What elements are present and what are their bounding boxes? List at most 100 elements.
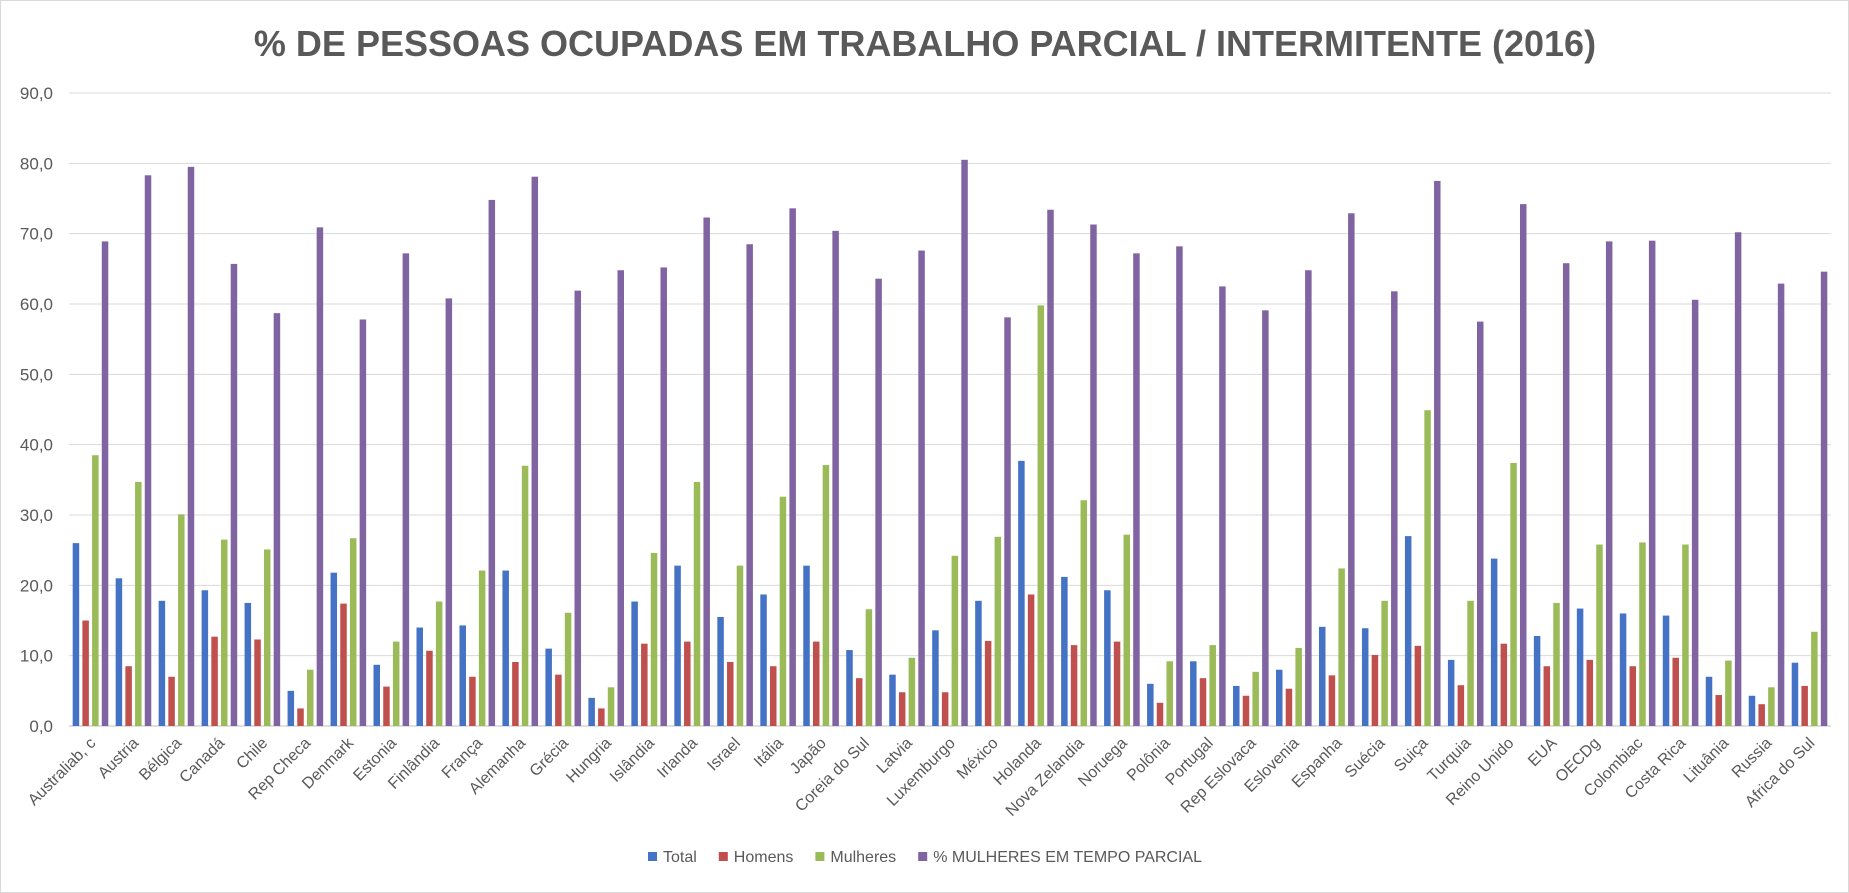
bar-homens [1328, 675, 1336, 726]
legend-label: Homens [734, 849, 794, 866]
bar-mulheres-em-tempo-parcial [1391, 291, 1398, 726]
bar-mulheres-em-tempo-parcial [832, 230, 839, 726]
x-tick-label: Australiab, c [25, 735, 99, 809]
bar-homens [469, 676, 476, 726]
bar-mulheres [306, 669, 314, 726]
bar-mulheres [1596, 544, 1603, 726]
y-tick-label: 50,0 [20, 365, 53, 384]
bar-mulheres-em-tempo-parcial [359, 319, 367, 726]
bar-mulheres-em-tempo-parcial [230, 263, 238, 726]
bar-homens [1285, 688, 1293, 726]
bar-mulheres [994, 536, 1002, 726]
bar-mulheres [779, 496, 787, 726]
bar-total [330, 572, 338, 726]
bar-mulheres-em-tempo-parcial [746, 244, 753, 726]
bar-mulheres-em-tempo-parcial [1734, 232, 1742, 726]
x-tick-label: Canadá [177, 735, 229, 787]
bar-total [932, 630, 939, 726]
bar-mulheres-em-tempo-parcial [1090, 224, 1097, 727]
bar-total [1576, 608, 1584, 726]
bar-mulheres [1639, 542, 1646, 726]
bar-homens [1457, 685, 1465, 726]
bar-total [674, 565, 681, 726]
y-tick-label: 30,0 [20, 506, 53, 525]
bar-homens [555, 674, 562, 726]
x-tick-label: Suiça [1391, 735, 1431, 775]
bar-total [115, 578, 123, 726]
bar-homens [641, 643, 648, 726]
bar-mulheres [736, 565, 744, 726]
bar-mulheres-em-tempo-parcial [1777, 283, 1785, 726]
bar-mulheres [178, 514, 185, 726]
bar-total [1233, 685, 1240, 726]
y-tick-label: 0,0 [29, 717, 53, 736]
bar-homens [727, 661, 734, 726]
bar-homens [1629, 666, 1637, 726]
legend-item: % MULHERES EM TEMPO PARCIAL [918, 849, 1202, 866]
bar-homens [1586, 659, 1594, 726]
bar-mulheres [221, 539, 228, 726]
bar-mulheres-em-tempo-parcial [488, 199, 496, 726]
bar-homens [340, 603, 347, 726]
bar-total [1662, 615, 1670, 726]
legend-label: % MULHERES EM TEMPO PARCIAL [933, 849, 1202, 866]
bar-mulheres [1725, 660, 1732, 726]
bar-homens [297, 708, 304, 726]
y-tick-label: 10,0 [20, 647, 53, 666]
bar-homens [598, 708, 605, 726]
legend-swatch [815, 852, 825, 861]
x-tick-label: Israel [704, 735, 744, 775]
y-tick-label: 60,0 [20, 295, 53, 314]
x-tick-label: Coreia do Sul [792, 735, 873, 816]
bar-mulheres-em-tempo-parcial [1133, 253, 1140, 727]
y-axis: 0,0 10,0 20,0 30,0 40,0 50,0 60,0 70,0 80,0 90,0 [20, 84, 53, 736]
x-tick-label: Rep Eslovaca [1178, 735, 1260, 817]
bar-total [975, 600, 982, 726]
bar-homens [82, 620, 89, 726]
bar-mulheres-em-tempo-parcial [1219, 286, 1226, 726]
bar-homens [1070, 645, 1078, 726]
bar-mulheres-em-tempo-parcial [1562, 263, 1570, 726]
bar-mulheres-em-tempo-parcial [1305, 270, 1312, 726]
bar-homens [168, 676, 175, 726]
bar-mulheres [521, 465, 529, 726]
bar-mulheres-em-tempo-parcial [445, 298, 453, 726]
bar-total [459, 625, 466, 726]
bar-mulheres-em-tempo-parcial [789, 208, 796, 726]
bar-homens [211, 636, 218, 726]
bar-mulheres [1768, 687, 1775, 726]
bar-total [502, 570, 509, 726]
bar-total [373, 664, 381, 726]
bar-mulheres-em-tempo-parcial [144, 175, 152, 727]
x-tick-label: Lituânia [1681, 735, 1733, 787]
bar-mulheres-em-tempo-parcial [1262, 310, 1269, 726]
bar-total [244, 602, 252, 726]
bar-mulheres-em-tempo-parcial [1477, 321, 1484, 726]
bar-total [889, 674, 896, 726]
bar-mulheres-em-tempo-parcial [1434, 180, 1441, 726]
bar-mulheres-em-tempo-parcial [316, 227, 324, 726]
bar-homens [512, 661, 519, 726]
bar-mulheres [92, 455, 99, 726]
x-tick-label: Itália [751, 735, 787, 771]
bar-mulheres [1252, 671, 1259, 726]
bar-mulheres [1467, 600, 1474, 726]
bar-total [631, 601, 638, 726]
bar-mulheres-em-tempo-parcial [660, 267, 667, 726]
legend-label: Mulheres [830, 849, 896, 866]
bar-total [1490, 558, 1498, 726]
bar-mulheres [349, 538, 357, 726]
bar-total [1705, 676, 1713, 726]
bar-mulheres-em-tempo-parcial [273, 313, 281, 726]
bar-homens [426, 650, 433, 726]
x-tick-label: Suécia [1342, 735, 1389, 782]
bar-mulheres-em-tempo-parcial [574, 290, 582, 726]
bar-total [1404, 536, 1412, 726]
bar-mulheres [1510, 462, 1517, 726]
bar-total [1361, 628, 1369, 726]
bar-total [545, 648, 552, 726]
bar-total [1061, 576, 1068, 726]
legend-swatch [918, 852, 928, 861]
bar-mulheres-em-tempo-parcial [875, 278, 882, 726]
